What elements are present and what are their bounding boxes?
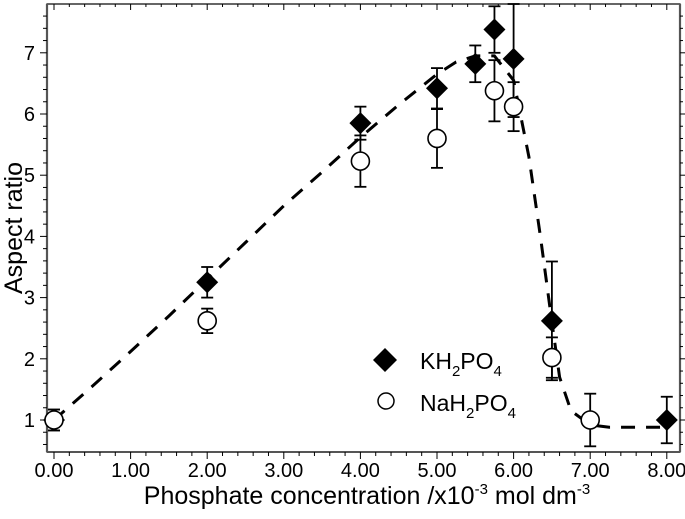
diamond-marker — [426, 77, 448, 100]
legend: KH2PO4 NaH2PO4 — [373, 348, 516, 422]
x-axis-label: Phosphate concentration /x10-3 mol dm-3 — [144, 481, 590, 510]
circle-marker — [503, 96, 524, 117]
circle-marker — [44, 410, 64, 430]
diamond-marker — [502, 47, 525, 70]
diamond-marker — [483, 18, 506, 41]
circle-marker — [427, 128, 447, 149]
diamond-marker — [349, 112, 372, 135]
circle-marker — [484, 80, 505, 101]
diamond-marker-icon — [373, 348, 397, 372]
legend-label-nah2po4: NaH2PO4 — [420, 390, 516, 422]
y-tick-label: 3 — [24, 288, 35, 310]
plot-frame — [45, 3, 682, 453]
x-tick-label: 7.00 — [571, 460, 610, 482]
diamond-marker — [464, 52, 487, 75]
plot-border — [46, 3, 681, 453]
x-tick-label: 6.00 — [494, 460, 533, 482]
circle-marker-icon — [377, 392, 395, 410]
series-nah2po4 — [44, 59, 601, 448]
y-tick-label: 4 — [24, 226, 35, 248]
y-tick-label: 1 — [24, 410, 35, 432]
circle-marker — [542, 347, 562, 368]
series-kh2po4 — [43, 3, 678, 445]
x-tick-label: 2.00 — [188, 460, 227, 482]
diamond-marker — [540, 309, 563, 332]
x-tick-label: 0.00 — [35, 460, 74, 482]
x-tick-label: 4.00 — [341, 460, 380, 482]
legend-item-nah2po4: NaH2PO4 — [377, 390, 516, 422]
y-tick-label: 6 — [24, 104, 35, 126]
x-axis: 0.00 1.00 2.00 3.00 4.00 5.00 6.00 7.00 8.00 — [35, 4, 685, 482]
diamond-marker — [655, 409, 678, 431]
legend-label-kh2po4: KH2PO4 — [420, 348, 502, 380]
legend-item-kh2po4: KH2PO4 — [373, 348, 502, 380]
y-axis: 1 2 3 4 5 6 7 — [24, 15, 685, 445]
x-tick-label: 1.00 — [111, 460, 150, 482]
data-series — [43, 3, 678, 448]
x-tick-label: 3.00 — [264, 460, 303, 482]
circle-marker — [580, 410, 601, 430]
circle-marker — [197, 311, 217, 331]
y-axis-label: Aspect ratio — [0, 162, 28, 294]
x-tick-label: 8.00 — [647, 460, 685, 482]
x-tick-label: 5.00 — [418, 460, 457, 482]
diamond-marker — [196, 271, 219, 294]
y-tick-label: 2 — [24, 349, 35, 371]
y-tick-label: 5 — [24, 165, 35, 187]
y-tick-label: 7 — [24, 43, 35, 65]
circle-marker — [350, 151, 371, 171]
